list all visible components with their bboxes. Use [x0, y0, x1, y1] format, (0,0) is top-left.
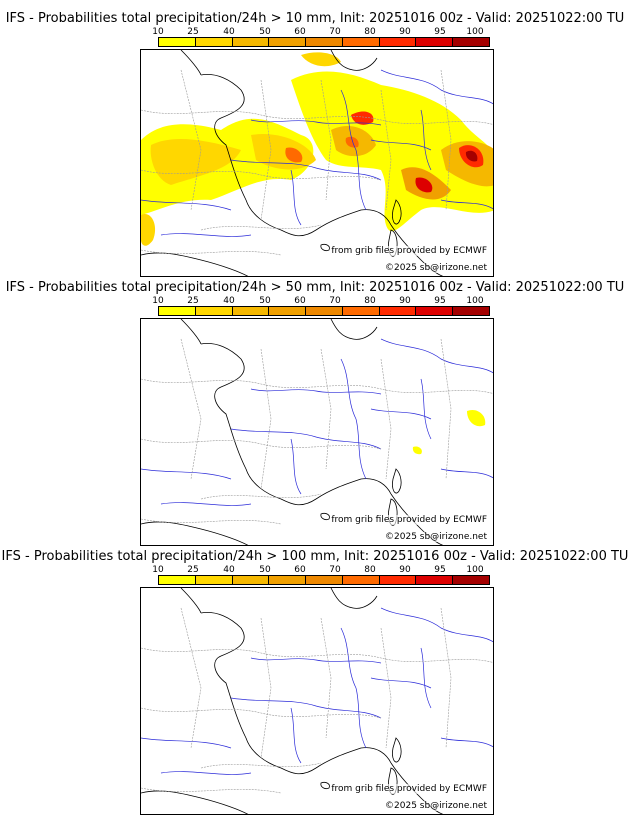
colorbar-segment: [453, 576, 490, 584]
panel-100mm: IFS - Probabilities total precipitation/…: [0, 549, 630, 819]
credit-source: from grib files provided by ECMWF: [331, 515, 487, 525]
colorbar-segment: [159, 576, 196, 584]
credit-copyright: ©2025 sb@irizone.net: [385, 263, 487, 273]
colorbar-labels: 10 25 40 50 60 70 80 90 95 100: [152, 565, 493, 575]
colorbar-label: 10: [152, 296, 164, 306]
colorbar-labels: 10 25 40 50 60 70 80 90 95 100: [152, 296, 493, 306]
precip-map-graphic: [141, 50, 493, 276]
colorbar-label: 10: [152, 565, 164, 575]
colorbar-segment: [416, 307, 454, 315]
admin-borders: [141, 69, 493, 256]
colorbar-label: 95: [434, 296, 446, 306]
colorbar-segment: [306, 307, 343, 315]
colorbar-label: 25: [187, 296, 199, 306]
admin-borders: [141, 338, 493, 525]
precip-probability-field: [141, 52, 493, 246]
credit-source: from grib files provided by ECMWF: [331, 246, 487, 256]
precip-map[interactable]: from grib files provided by ECMWF ©2025 …: [140, 49, 494, 277]
rivers: [141, 338, 493, 506]
colorbar-label: 40: [223, 296, 235, 306]
precip-map-graphic: [141, 588, 493, 814]
colorbar-segment: [379, 38, 417, 46]
colorbar-segment: [269, 576, 307, 584]
colorbar: [158, 306, 490, 316]
colorbar-segment: [342, 38, 380, 46]
colorbar-label: 95: [434, 27, 446, 37]
colorbar-segment: [342, 307, 380, 315]
colorbar-segment: [306, 38, 343, 46]
colorbar-segment: [306, 576, 343, 584]
colorbar: [158, 37, 490, 47]
colorbar-label: 50: [259, 27, 271, 37]
colorbar-segment: [269, 38, 307, 46]
rivers: [141, 607, 493, 775]
rivers: [141, 69, 493, 237]
admin-borders: [141, 607, 493, 794]
colorbar-segment: [453, 38, 490, 46]
colorbar-label: 100: [466, 296, 484, 306]
colorbar-label: 100: [466, 27, 484, 37]
panel-title: IFS - Probabilities total precipitation/…: [1, 549, 629, 564]
colorbar-label: 10: [152, 27, 164, 37]
precip-map[interactable]: from grib files provided by ECMWF ©2025 …: [140, 587, 494, 815]
colorbar-label: 50: [259, 565, 271, 575]
colorbar-segment: [232, 576, 270, 584]
colorbar-segment: [453, 307, 490, 315]
colorbar-segment: [379, 576, 417, 584]
colorbar-label: 100: [466, 565, 484, 575]
colorbar: [158, 575, 490, 585]
precip-map-graphic: [141, 319, 493, 545]
colorbar-label: 60: [294, 296, 306, 306]
colorbar-label: 60: [294, 27, 306, 37]
colorbar-segment: [379, 307, 417, 315]
colorbar-segment: [195, 576, 233, 584]
colorbar-label: 60: [294, 565, 306, 575]
coastline: [141, 588, 444, 814]
credit-source: from grib files provided by ECMWF: [331, 784, 487, 794]
colorbar-label: 50: [259, 296, 271, 306]
colorbar-label: 70: [329, 565, 341, 575]
colorbar-segment: [232, 307, 270, 315]
colorbar-label: 90: [399, 27, 411, 37]
colorbar-label: 80: [364, 27, 376, 37]
colorbar-labels: 10 25 40 50 60 70 80 90 95 100: [152, 27, 493, 37]
colorbar-segment: [269, 307, 307, 315]
colorbar-label: 25: [187, 565, 199, 575]
colorbar-segment: [159, 38, 196, 46]
colorbar-segment: [195, 307, 233, 315]
colorbar-label: 25: [187, 27, 199, 37]
colorbar-label: 90: [399, 565, 411, 575]
colorbar-label: 80: [364, 296, 376, 306]
panel-10mm: IFS - Probabilities total precipitation/…: [0, 11, 630, 281]
colorbar-segment: [416, 38, 454, 46]
precip-probability-field: [412, 409, 486, 455]
colorbar-label: 90: [399, 296, 411, 306]
credit-copyright: ©2025 sb@irizone.net: [385, 532, 487, 542]
panel-50mm: IFS - Probabilities total precipitation/…: [0, 280, 630, 550]
panel-title: IFS - Probabilities total precipitation/…: [5, 280, 625, 295]
colorbar-segment: [232, 38, 270, 46]
coastline: [141, 319, 444, 545]
credit-copyright: ©2025 sb@irizone.net: [385, 801, 487, 811]
colorbar-label: 70: [329, 296, 341, 306]
colorbar-label: 40: [223, 565, 235, 575]
precip-map[interactable]: from grib files provided by ECMWF ©2025 …: [140, 318, 494, 546]
colorbar-segment: [159, 307, 196, 315]
colorbar-label: 70: [329, 27, 341, 37]
colorbar-label: 80: [364, 565, 376, 575]
colorbar-segment: [416, 576, 454, 584]
colorbar-segment: [342, 576, 380, 584]
colorbar-label: 40: [223, 27, 235, 37]
colorbar-label: 95: [434, 565, 446, 575]
panel-title: IFS - Probabilities total precipitation/…: [5, 11, 625, 26]
colorbar-segment: [195, 38, 233, 46]
